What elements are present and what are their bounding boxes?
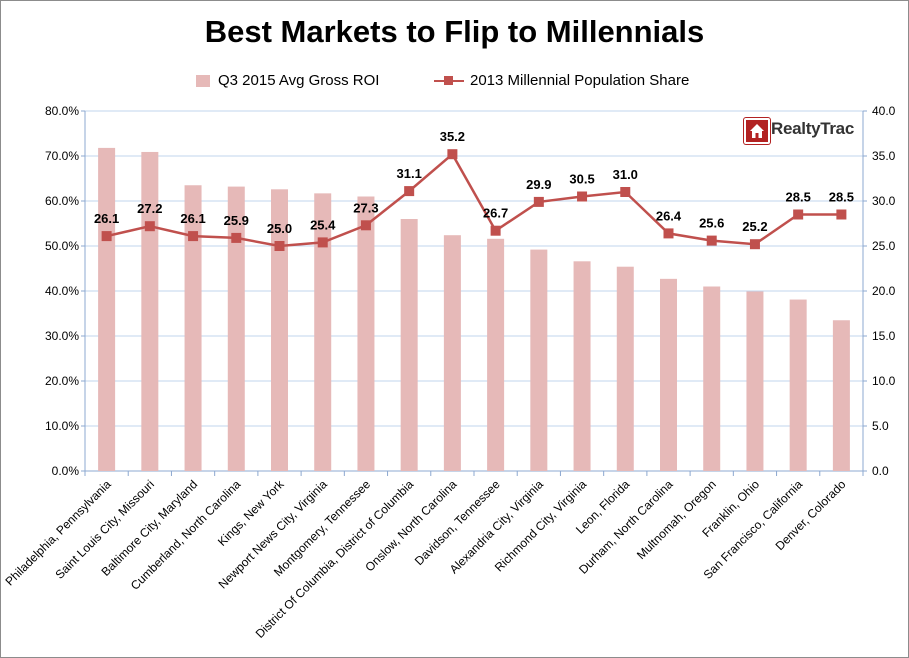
line-marker xyxy=(231,232,242,243)
legend-label-roi: Q3 2015 Avg Gross ROI xyxy=(218,72,380,89)
line-marker xyxy=(706,235,717,246)
line-marker xyxy=(836,209,847,220)
bar xyxy=(487,238,505,471)
data-label: 25.9 xyxy=(224,213,249,228)
line-marker xyxy=(533,196,544,207)
line-marker xyxy=(317,237,328,248)
bar xyxy=(616,266,634,471)
bar xyxy=(832,320,850,471)
data-label: 27.2 xyxy=(137,201,162,216)
line-marker xyxy=(749,239,760,250)
data-label: 31.0 xyxy=(613,167,638,182)
data-label: 25.6 xyxy=(699,216,724,231)
bar xyxy=(271,189,288,472)
y-left-tick-label: 30.0% xyxy=(45,329,79,343)
data-label: 29.9 xyxy=(526,177,551,192)
line-marker xyxy=(620,187,631,197)
y-left-tick-label: 0.0% xyxy=(52,464,80,478)
bar xyxy=(530,249,548,471)
y-left-tick-label: 50.0% xyxy=(45,239,79,253)
line-marker xyxy=(663,228,674,239)
bar xyxy=(184,185,202,471)
bar xyxy=(141,151,159,471)
line-marker xyxy=(793,209,804,220)
data-label: 26.1 xyxy=(180,211,205,226)
series-line xyxy=(106,152,842,248)
x-category-label: Davidson, Tennessee xyxy=(412,477,503,568)
house-icon xyxy=(744,118,770,144)
y-right-tick-label: 25.0 xyxy=(872,239,896,253)
legend-swatch-marker xyxy=(444,76,453,85)
logo-text: RealtyTrac xyxy=(771,119,854,138)
data-label: 25.0 xyxy=(267,221,292,236)
line-marker xyxy=(101,231,112,242)
x-category-label: District Of Columbia, District of Columb… xyxy=(253,477,417,641)
y-right-tick-label: 5.0 xyxy=(872,419,889,433)
bar xyxy=(98,147,116,471)
data-label: 28.5 xyxy=(786,190,811,205)
line-marker xyxy=(404,186,415,197)
y-left-tick-label: 20.0% xyxy=(45,374,79,388)
line-marker xyxy=(274,241,285,251)
data-label: 25.2 xyxy=(742,219,767,234)
bar xyxy=(443,235,461,471)
legend-swatch-bar xyxy=(196,75,210,87)
bar xyxy=(660,278,677,471)
line-marker xyxy=(447,149,458,160)
y-right-tick-label: 15.0 xyxy=(872,329,896,343)
data-label: 25.4 xyxy=(310,217,336,232)
data-label: 27.3 xyxy=(353,200,378,215)
y-right-tick-label: 35.0 xyxy=(872,149,896,163)
line-marker xyxy=(490,225,501,236)
y-left-tick-label: 80.0% xyxy=(45,104,79,118)
data-label: 26.7 xyxy=(483,206,508,221)
bar xyxy=(314,193,332,471)
data-label: 35.2 xyxy=(440,129,465,144)
line-marker xyxy=(144,221,155,232)
bar xyxy=(227,186,245,471)
y-right-tick-label: 0.0 xyxy=(872,464,889,478)
line-marker xyxy=(577,191,588,202)
chart-title: Best Markets to Flip to Millennials xyxy=(204,14,705,49)
x-category-label: Multnomah, Oregon xyxy=(634,477,719,562)
data-label: 26.4 xyxy=(656,208,682,223)
bar xyxy=(573,261,591,471)
bar xyxy=(746,291,764,471)
bar xyxy=(703,286,721,471)
bar xyxy=(357,196,375,471)
y-right-tick-label: 40.0 xyxy=(872,104,896,118)
y-left-tick-label: 40.0% xyxy=(45,284,79,298)
bar xyxy=(789,299,807,471)
y-right-tick-label: 20.0 xyxy=(872,284,896,298)
data-label: 26.1 xyxy=(94,211,119,226)
y-right-tick-label: 10.0 xyxy=(872,374,896,388)
bar xyxy=(400,219,418,471)
y-right-tick-label: 30.0 xyxy=(872,194,896,208)
line-marker xyxy=(360,220,371,231)
data-label: 28.5 xyxy=(829,190,854,205)
data-label: 30.5 xyxy=(569,172,594,187)
legend-label-population: 2013 Millennial Population Share xyxy=(470,72,690,89)
data-label: 31.1 xyxy=(397,166,422,181)
y-left-tick-label: 70.0% xyxy=(45,149,79,163)
line-marker xyxy=(188,231,199,242)
y-left-tick-label: 10.0% xyxy=(45,419,79,433)
y-left-tick-label: 60.0% xyxy=(45,194,79,208)
